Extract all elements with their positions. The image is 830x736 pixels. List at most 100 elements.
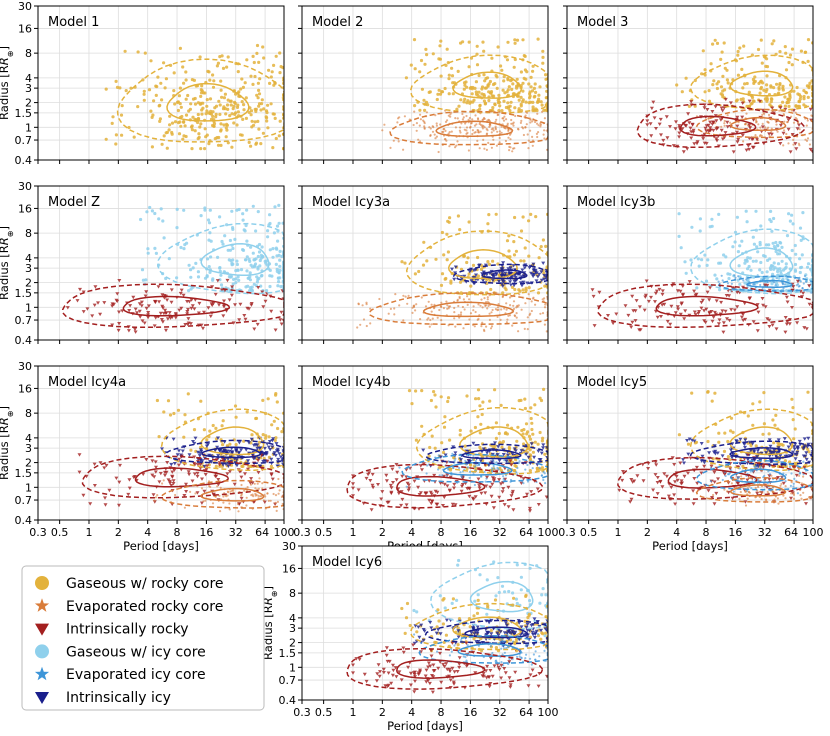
- data-point: [459, 313, 462, 316]
- data-point: [783, 104, 788, 108]
- data-point: [490, 467, 493, 470]
- data-point: [206, 306, 211, 310]
- data-point: [703, 253, 707, 257]
- data-point: [211, 114, 215, 118]
- data-point: [421, 263, 426, 267]
- data-point: [529, 271, 534, 276]
- data-point: [449, 113, 452, 116]
- data-point: [680, 284, 685, 288]
- data-point: [495, 86, 499, 90]
- data-point: [515, 316, 518, 319]
- data-point: [781, 475, 784, 478]
- data-point: [765, 498, 768, 501]
- data-point: [139, 217, 143, 222]
- data-point: [254, 107, 258, 111]
- data-point: [501, 487, 506, 491]
- data-point: [722, 472, 727, 477]
- data-point: [140, 268, 145, 272]
- data-point: [153, 246, 157, 250]
- data-point: [205, 109, 209, 113]
- data-point: [515, 312, 518, 315]
- data-point: [163, 311, 168, 316]
- data-point: [457, 313, 460, 317]
- data-point: [468, 116, 471, 120]
- data-point: [744, 490, 748, 493]
- data-point: [253, 74, 257, 79]
- data-point: [474, 460, 477, 463]
- data-point: [485, 148, 488, 151]
- data-point: [160, 447, 164, 451]
- data-point: [271, 437, 276, 441]
- data-point: [521, 215, 525, 219]
- data-point: [135, 311, 139, 315]
- data-point: [709, 480, 713, 483]
- data-point: [499, 64, 503, 68]
- data-point: [674, 474, 679, 479]
- data-point: [524, 302, 527, 305]
- data-point: [763, 277, 766, 280]
- data-point: [214, 112, 218, 116]
- data-point: [525, 432, 529, 436]
- data-point: [752, 448, 757, 453]
- data-point: [778, 459, 781, 462]
- data-point: [511, 82, 515, 86]
- data-point: [438, 308, 441, 312]
- data-point: [719, 57, 723, 62]
- data-point: [797, 100, 802, 104]
- data-point: [526, 463, 529, 467]
- data-point: [486, 222, 490, 226]
- data-point: [729, 429, 733, 433]
- data-point: [489, 90, 494, 94]
- data-point: [237, 441, 242, 445]
- data-point: [732, 490, 736, 493]
- data-point: [158, 119, 162, 123]
- data-point: [186, 317, 191, 321]
- data-point: [806, 119, 809, 122]
- data-point: [750, 145, 755, 150]
- data-point: [713, 273, 717, 277]
- data-point: [681, 458, 686, 462]
- data-point: [267, 435, 271, 439]
- data-point: [540, 474, 543, 477]
- x-tick-label: 64: [519, 526, 533, 539]
- data-point: [653, 300, 657, 304]
- data-point: [708, 126, 713, 130]
- data-point: [508, 266, 513, 270]
- data-point: [161, 219, 165, 223]
- data-point: [473, 483, 476, 487]
- data-point: [792, 497, 796, 500]
- data-point: [746, 453, 751, 457]
- data-point: [277, 452, 282, 456]
- data-point: [245, 496, 248, 499]
- data-point: [788, 219, 793, 223]
- data-point: [477, 484, 482, 488]
- data-point: [468, 459, 472, 464]
- data-point: [700, 258, 704, 262]
- data-point: [189, 125, 194, 129]
- data-point: [222, 305, 226, 309]
- data-point: [490, 146, 493, 149]
- data-point: [494, 308, 497, 311]
- data-point: [658, 479, 663, 484]
- data-point: [666, 494, 671, 498]
- data-point: [275, 224, 280, 228]
- data-point: [402, 319, 405, 322]
- data-point: [273, 453, 278, 458]
- data-point: [756, 47, 761, 52]
- data-point: [369, 508, 374, 512]
- data-point: [196, 275, 201, 279]
- data-point: [269, 499, 272, 502]
- data-point: [767, 121, 770, 124]
- data-point: [259, 284, 263, 288]
- data-point: [709, 62, 713, 66]
- data-point: [443, 127, 446, 131]
- data-point: [497, 495, 502, 500]
- data-point: [190, 304, 195, 308]
- data-point: [212, 124, 216, 128]
- data-point: [366, 472, 371, 477]
- data-point: [78, 287, 82, 292]
- data-point: [465, 487, 470, 491]
- data-point: [488, 485, 493, 489]
- data-point: [766, 490, 769, 493]
